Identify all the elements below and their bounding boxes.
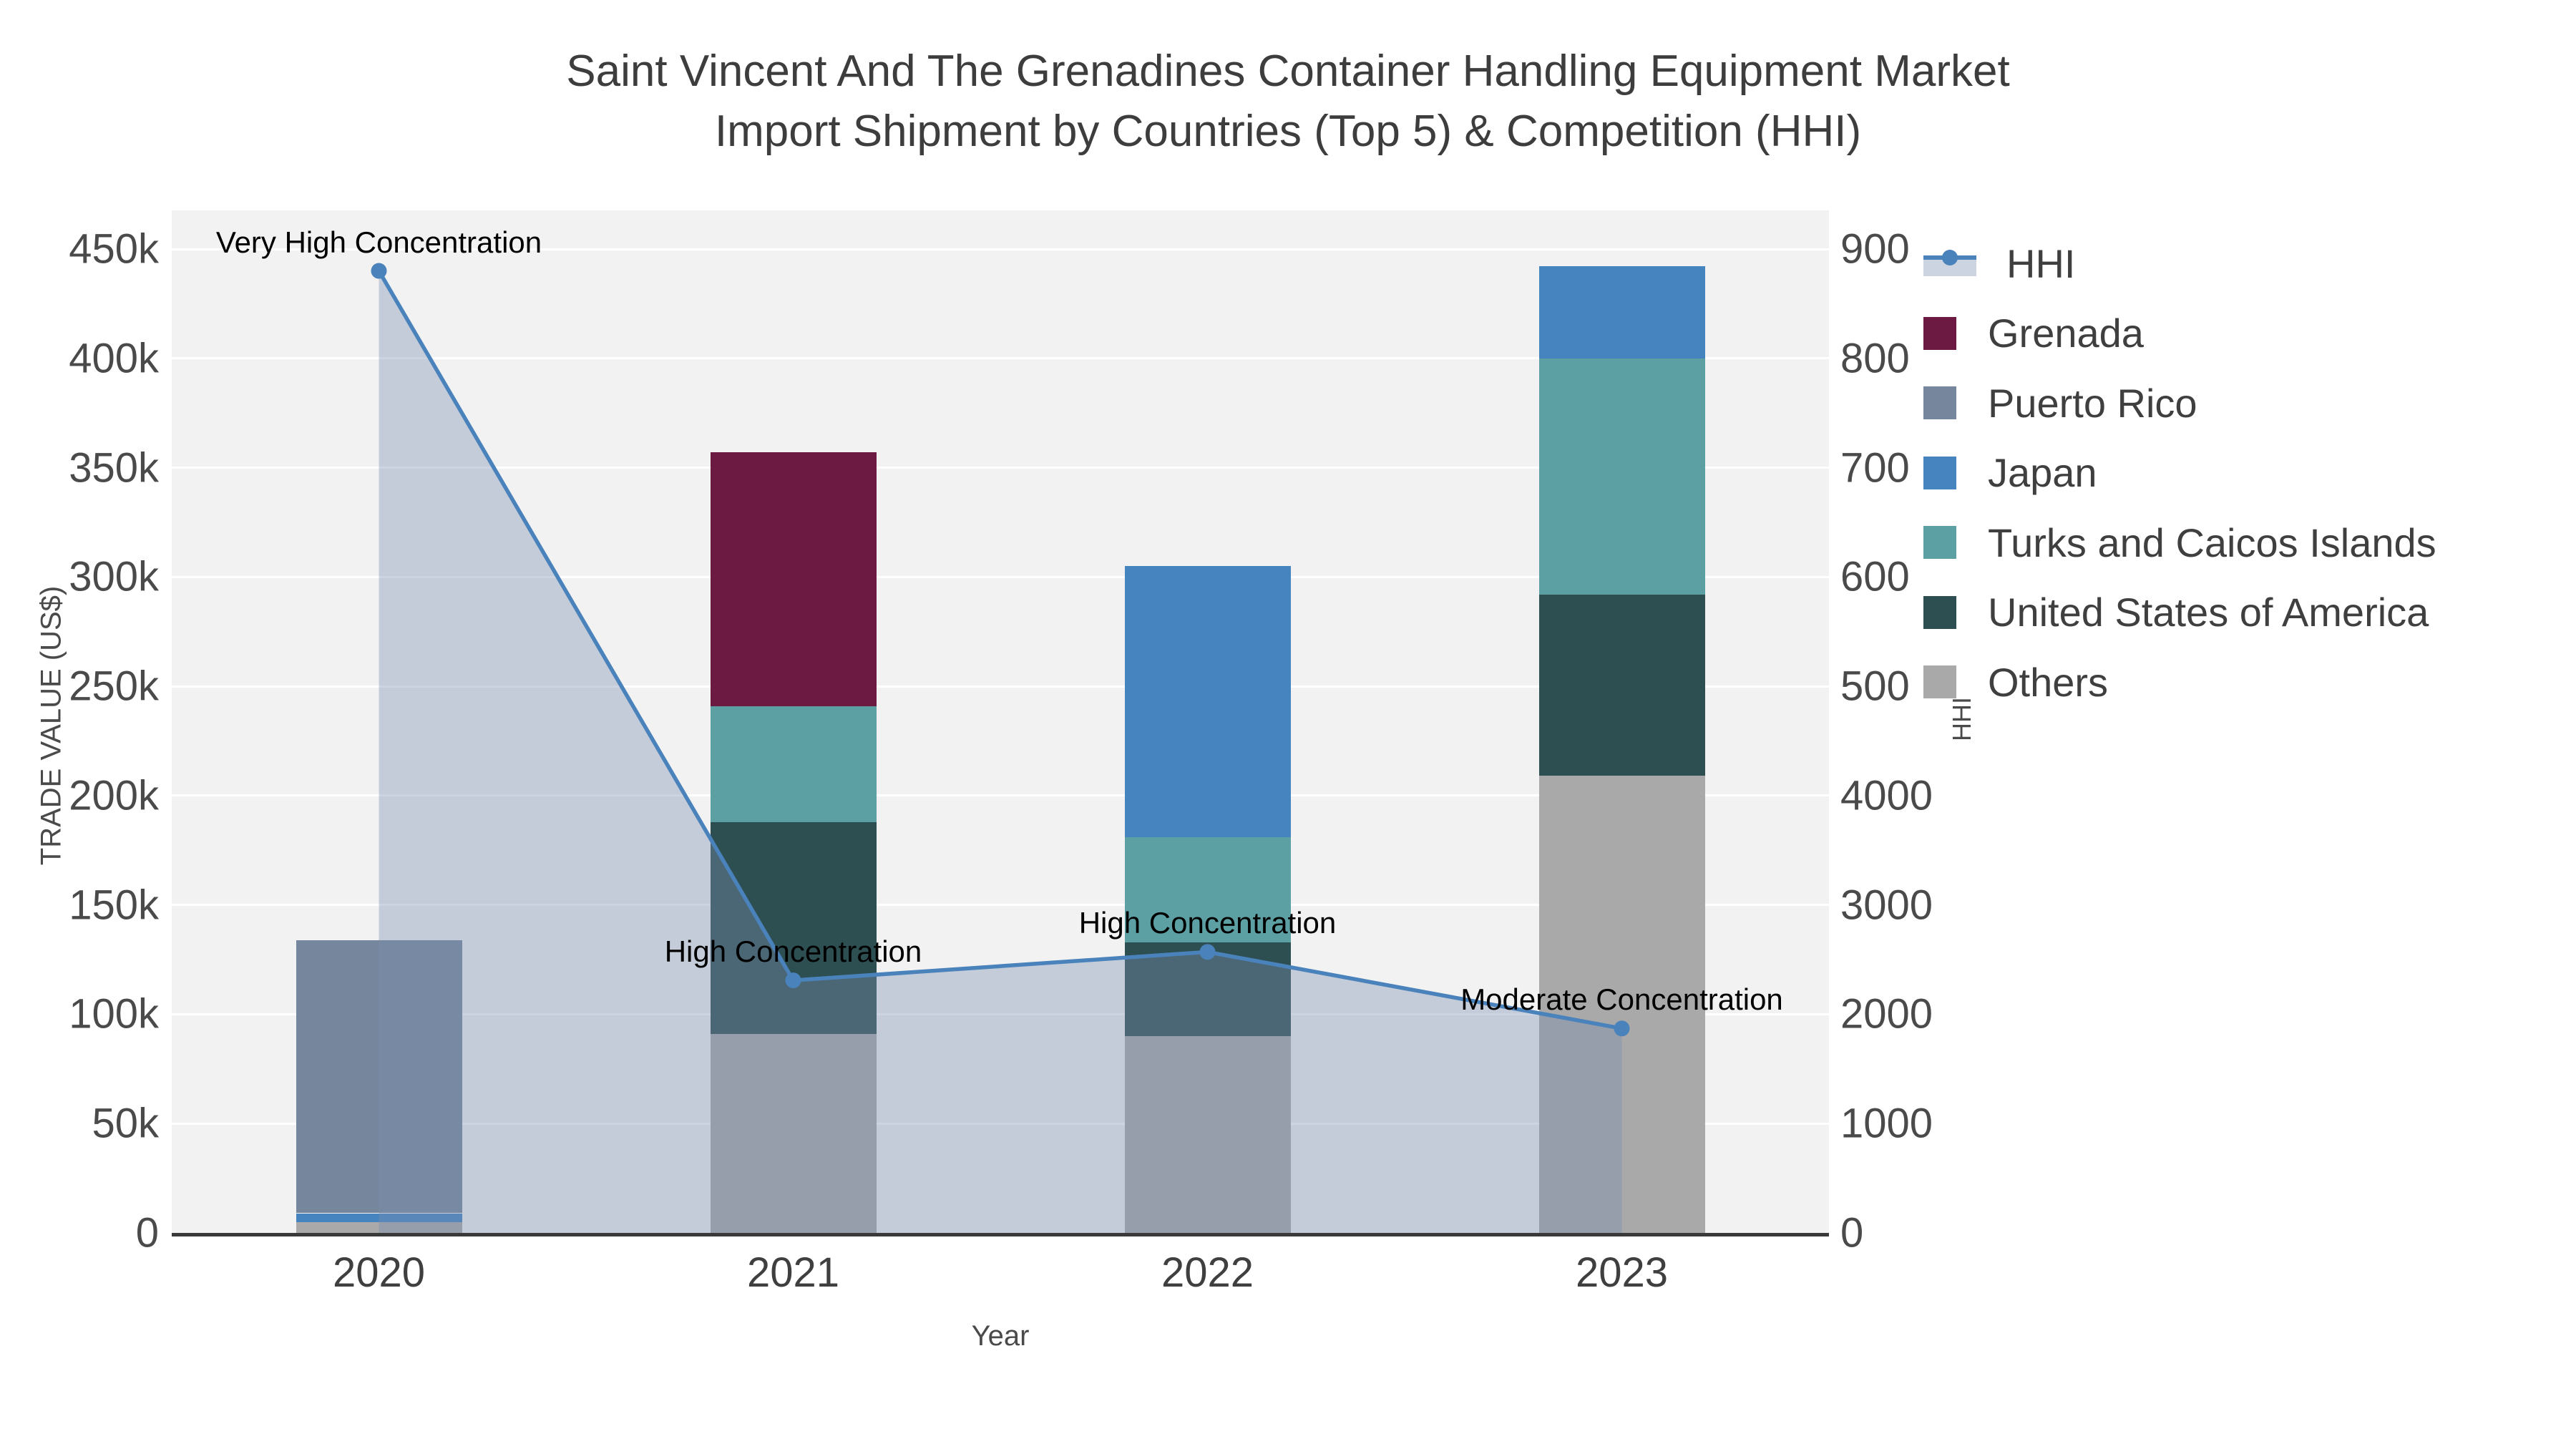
bar-segment-others-2022 — [1124, 1036, 1291, 1233]
legend-item-puerto-rico: Puerto Rico — [1923, 380, 2197, 426]
y-right-tick-label: 900 — [1840, 225, 1910, 273]
legend-swatch — [1923, 526, 1956, 559]
annotation-2020: Very High Concentration — [215, 225, 542, 259]
y-left-tick-label: 0 — [135, 1209, 159, 1257]
annotation-2021: High Concentration — [664, 935, 922, 969]
hhi-line-chart — [371, 263, 1630, 1233]
bar-segment-united-states-of-america-2023 — [1538, 594, 1705, 776]
x-axis-title: Year — [971, 1320, 1030, 1352]
hhi-marker-2020 — [371, 263, 387, 279]
y-right-tick-label: 2000 — [1840, 990, 1933, 1038]
bar-segment-japan-2023 — [1538, 266, 1705, 358]
x-tick-label-2022: 2022 — [1161, 1249, 1254, 1296]
bar-segment-grenada-2021 — [710, 452, 877, 706]
y-left-tick-label: 300k — [69, 553, 159, 600]
legend-item-grenada: Grenada — [1923, 311, 2144, 356]
chart-title-line1: Saint Vincent And The Grenadines Contain… — [566, 47, 2010, 96]
bar-segment-others-2020 — [296, 1221, 462, 1233]
gridline — [172, 357, 1829, 360]
y-left-tick-label: 450k — [69, 225, 159, 273]
x-tick-label-2021: 2021 — [746, 1249, 840, 1296]
legend-label: Turks and Caicos Islands — [1988, 519, 2436, 565]
annotation-2023: Moderate Concentration — [1460, 982, 1783, 1017]
y-left-tick-label: 100k — [69, 990, 159, 1038]
bar-segment-japan-2020 — [296, 1213, 462, 1222]
gridline — [172, 1122, 1829, 1125]
y-right-tick-label: 800 — [1840, 335, 1910, 382]
bar-segment-united-states-of-america-2021 — [710, 821, 877, 1034]
y-left-axis-title: TRADE VALUE (US$) — [35, 585, 67, 866]
legend-label: United States of America — [1988, 590, 2429, 635]
legend-swatch — [1923, 595, 1956, 629]
legend-swatch — [1923, 665, 1956, 698]
bar-segment-puerto-rico-2020 — [296, 940, 462, 1214]
y-right-tick-label: 0 — [1840, 1209, 1864, 1257]
legend-swatch — [1923, 456, 1956, 489]
legend-label: Puerto Rico — [1988, 380, 2197, 426]
bar-segment-turks-and-caicos-islands-2022 — [1124, 836, 1291, 942]
y-left-tick-label: 200k — [69, 772, 159, 819]
gridline — [172, 904, 1829, 907]
hhi-marker-2022 — [1199, 944, 1216, 960]
legend-label: Others — [1988, 659, 2109, 705]
chart-title-line2: Import Shipment by Countries (Top 5) & C… — [714, 107, 1862, 156]
x-tick-label-2023: 2023 — [1575, 1249, 1669, 1296]
gridline — [172, 467, 1829, 469]
gridline — [172, 685, 1829, 688]
y-right-axis-title: HHI — [1947, 697, 1976, 741]
legend-swatch — [1923, 316, 1956, 350]
y-right-tick-label: 600 — [1840, 553, 1910, 600]
y-right-tick-label: 700 — [1840, 444, 1910, 492]
gridline — [172, 1013, 1829, 1015]
bar-segment-turks-and-caicos-islands-2023 — [1538, 358, 1705, 595]
legend-item-turks-and-caicos-islands: Turks and Caicos Islands — [1923, 519, 2436, 565]
legend-label: Japan — [1988, 450, 2097, 495]
hhi-marker-swatch — [1942, 250, 1958, 265]
legend-item-united-states-of-america: United States of America — [1923, 590, 2429, 635]
y-right-tick-label: 4000 — [1840, 772, 1933, 819]
hhi-marker-2021 — [785, 972, 801, 989]
x-tick-label-2020: 2020 — [332, 1249, 426, 1296]
bar-segment-others-2023 — [1538, 776, 1705, 1233]
bar-segment-turks-and-caicos-islands-2021 — [710, 706, 877, 822]
gridline — [172, 575, 1829, 578]
plot-area: Very High Concentration High Concentratio… — [172, 210, 1829, 1236]
y-left-tick-label: 50k — [92, 1100, 159, 1147]
y-left-tick-label: 400k — [69, 335, 159, 382]
chart-title: Saint Vincent And The Grenadines Contain… — [0, 42, 2576, 162]
y-left-tick-label: 250k — [69, 663, 159, 710]
y-left-tick-label: 150k — [69, 882, 159, 929]
gridline — [172, 248, 1829, 250]
legend-label: HHI — [2006, 240, 2076, 286]
legend-item-hhi: HHI — [1923, 240, 2076, 286]
hhi-line — [377, 270, 1622, 1031]
hhi-area — [379, 270, 1622, 1233]
hhi-legend-symbol — [1923, 247, 1976, 280]
bar-segment-others-2021 — [710, 1033, 877, 1233]
y-right-tick-label: 1000 — [1840, 1100, 1933, 1147]
hhi-marker-2023 — [1614, 1020, 1630, 1037]
y-right-tick-label: 3000 — [1840, 882, 1933, 929]
bar-segment-japan-2022 — [1124, 566, 1291, 837]
gridline — [172, 794, 1829, 797]
legend-label: Grenada — [1988, 311, 2144, 356]
legend-item-others: Others — [1923, 659, 2109, 705]
legend-swatch — [1923, 386, 1956, 419]
y-left-tick-label: 350k — [69, 444, 159, 492]
annotation-2022: High Concentration — [1078, 906, 1337, 940]
legend-item-japan: Japan — [1923, 450, 2097, 495]
y-right-tick-label: 500 — [1840, 663, 1910, 710]
